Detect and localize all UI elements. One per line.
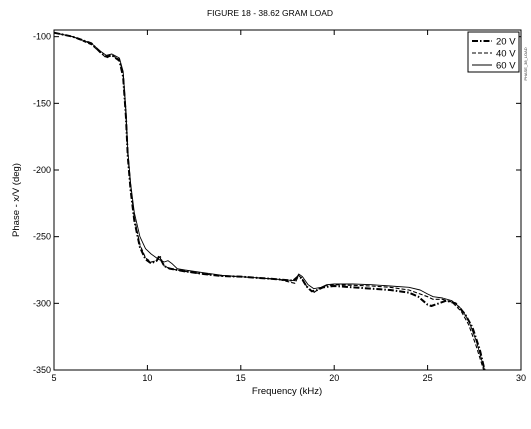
chart-title: FIGURE 18 - 38.62 GRAM LOAD [207, 8, 333, 18]
y-tick-label: -300 [33, 298, 51, 308]
x-tick-label: 5 [51, 373, 56, 383]
y-tick-label: -250 [33, 232, 51, 242]
x-tick-label: 15 [236, 373, 246, 383]
side-note: PHASE_38_LOAD [523, 47, 528, 80]
x-tick-label: 25 [423, 373, 433, 383]
x-tick-label: 30 [516, 373, 526, 383]
y-tick-label: -350 [33, 365, 51, 375]
y-tick-label: -200 [33, 165, 51, 175]
y-tick-label: -100 [33, 32, 51, 42]
plot-area [53, 29, 522, 371]
legend-label: 20 V [496, 37, 516, 48]
legend-label: 60 V [496, 61, 516, 72]
series-line-3 [53, 32, 486, 371]
legend: 20 V40 V60 V [467, 31, 520, 73]
legend-label: 40 V [496, 49, 516, 60]
x-axis-title: Frequency (kHz) [252, 386, 322, 397]
x-tick-label: 20 [329, 373, 339, 383]
y-axis-title: Phase - x/V (deg) [11, 163, 22, 237]
series-lines [53, 31, 486, 371]
axis-ticks: 5 10 15 20 25 30 -100 -150 -200 -250 -300 -350 [33, 30, 526, 383]
y-tick-label: -150 [33, 98, 51, 108]
x-tick-label: 10 [142, 373, 152, 383]
